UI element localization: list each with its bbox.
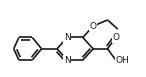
Text: O: O [90, 22, 97, 31]
Text: O: O [112, 33, 119, 42]
Text: N: N [64, 33, 71, 42]
Text: OH: OH [116, 56, 130, 65]
Text: N: N [64, 56, 71, 65]
